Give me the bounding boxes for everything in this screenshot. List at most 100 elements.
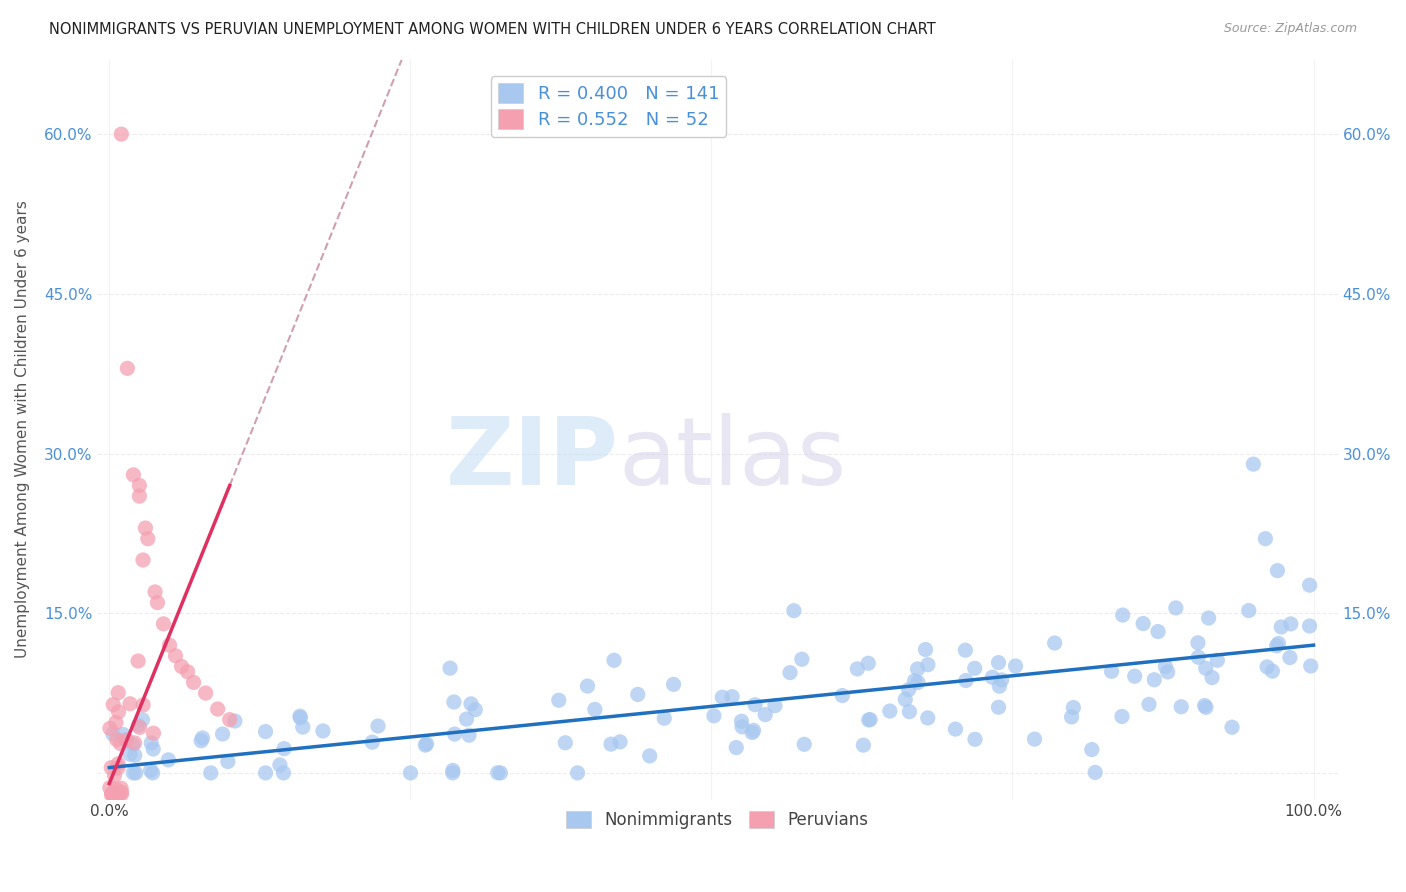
Point [1206,653,1229,667]
Point [1084,765,1107,780]
Point [990,673,1012,687]
Point [415,738,437,752]
Point [1170,699,1192,714]
Point [142,726,165,740]
Point [763,698,786,713]
Point [489,765,512,780]
Point [217,755,239,769]
Point [1256,660,1278,674]
Point [101,727,124,741]
Point [101,787,124,801]
Point [955,643,977,657]
Point [104,787,127,801]
Point [1254,532,1277,546]
Point [486,765,509,780]
Point [367,719,389,733]
Point [107,686,129,700]
Point [460,697,482,711]
Point [987,700,1010,714]
Point [100,787,122,801]
Point [1024,732,1046,747]
Point [914,642,936,657]
Point [1267,564,1289,578]
Point [1147,624,1170,639]
Point [1143,673,1166,687]
Point [118,697,141,711]
Point [1298,619,1320,633]
Point [1081,742,1104,756]
Point [211,727,233,741]
Point [744,698,766,712]
Point [132,698,155,712]
Point [547,693,569,707]
Point [1298,578,1320,592]
Y-axis label: Unemployment Among Women with Children Under 6 years: Unemployment Among Women with Children U… [15,201,30,658]
Point [142,742,165,756]
Point [104,787,127,801]
Point [107,756,129,771]
Point [741,725,763,739]
Point [117,361,139,376]
Point [600,737,623,751]
Point [128,489,150,503]
Point [159,638,181,652]
Point [1270,620,1292,634]
Point [1187,650,1209,665]
Point [207,702,229,716]
Point [858,713,880,727]
Point [157,753,180,767]
Point [194,686,217,700]
Point [190,733,212,747]
Point [1220,720,1243,734]
Point [963,661,986,675]
Point [218,713,240,727]
Point [124,748,146,763]
Point [987,656,1010,670]
Point [103,698,125,712]
Point [711,690,734,705]
Point [742,723,765,738]
Point [1195,700,1218,714]
Point [583,702,606,716]
Point [1237,603,1260,617]
Point [107,705,129,719]
Point [200,765,222,780]
Point [1112,608,1135,623]
Point [638,748,661,763]
Point [1195,661,1218,675]
Point [125,765,148,780]
Point [1261,664,1284,678]
Point [100,761,122,775]
Point [725,740,748,755]
Point [224,714,246,728]
Point [122,467,145,482]
Text: ZIP: ZIP [446,413,619,505]
Point [1164,601,1187,615]
Point [1137,698,1160,712]
Point [783,604,806,618]
Point [127,718,149,732]
Point [170,659,193,673]
Point [443,727,465,741]
Point [141,736,163,750]
Point [107,761,129,775]
Point [894,692,917,706]
Point [191,731,214,745]
Point [98,780,121,795]
Point [662,677,685,691]
Point [439,661,461,675]
Point [955,673,977,688]
Point [361,735,384,749]
Point [254,765,277,780]
Point [124,736,146,750]
Point [165,648,187,663]
Point [104,787,127,801]
Point [731,720,754,734]
Point [456,712,478,726]
Point [115,732,138,747]
Point [1201,671,1223,685]
Point [105,732,128,747]
Point [988,679,1011,693]
Point [831,689,853,703]
Point [142,765,165,780]
